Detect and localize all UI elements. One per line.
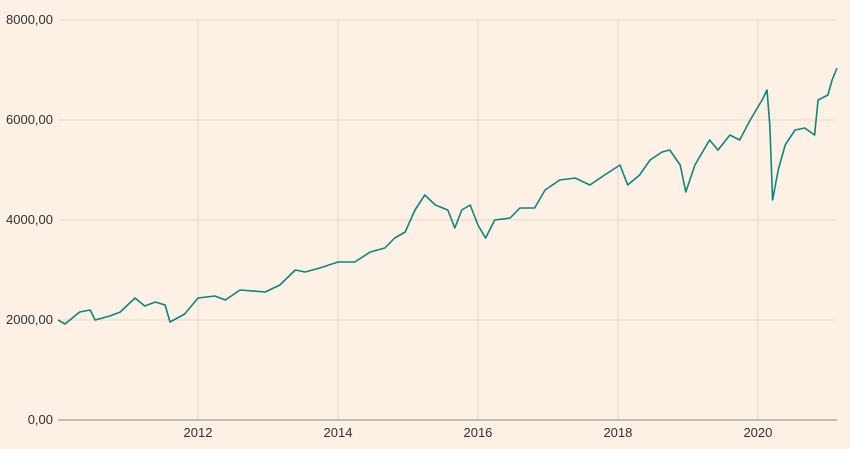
y-tick-label: 8000,00	[6, 12, 53, 27]
x-tick-label: 2014	[324, 425, 353, 440]
y-tick-label: 2000,00	[6, 312, 53, 327]
x-axis: 2012 2014 2016 2018 2020	[184, 425, 773, 440]
x-tick-label: 2020	[743, 425, 772, 440]
y-tick-label: 6000,00	[6, 112, 53, 127]
x-tick-label: 2012	[184, 425, 213, 440]
series-line	[57, 67, 838, 325]
grid	[58, 19, 837, 420]
y-tick-label: 0,00	[28, 412, 53, 427]
y-tick-label: 4000,00	[6, 212, 53, 227]
x-tick-label: 2018	[603, 425, 632, 440]
y-axis: 0,00 2000,00 4000,00 6000,00 8000,00	[6, 12, 53, 427]
x-tick-label: 2016	[463, 425, 492, 440]
